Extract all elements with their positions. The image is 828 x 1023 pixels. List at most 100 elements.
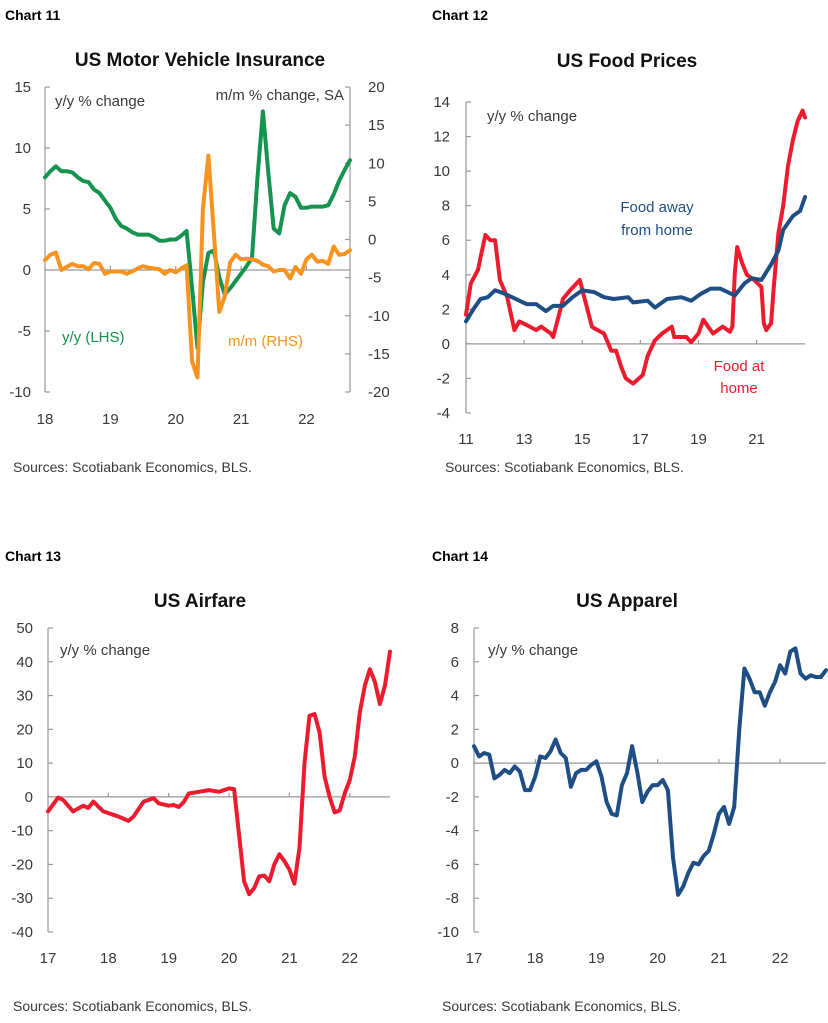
chart-label: Chart 11 [5, 7, 60, 23]
y-tick-label: 8 [442, 198, 450, 215]
y2-tick-label: 15 [368, 117, 385, 134]
x-tick-label: 19 [690, 431, 707, 448]
y-tick-label: -20 [11, 856, 33, 873]
y2-tick-label: 5 [368, 193, 376, 210]
x-tick-label: 18 [37, 411, 54, 428]
x-tick-label: 11 [458, 431, 474, 448]
chart-label: Chart 13 [5, 548, 61, 564]
x-tick-label: 22 [298, 411, 315, 428]
chart-12: Chart 12 US Food Prices Sources: Scotiaban… [432, 7, 807, 475]
y-tick-label: -30 [11, 890, 33, 907]
y-axis-note: y/y % change [487, 108, 577, 125]
x-tick-label: 18 [100, 950, 117, 967]
y2-tick-label: -10 [368, 308, 390, 325]
x-tick-label: 21 [281, 950, 298, 967]
chart-title: US Food Prices [557, 51, 697, 72]
x-tick-label: 20 [167, 411, 184, 428]
series-label: Food at [714, 358, 766, 375]
x-tick-label: 19 [588, 950, 605, 967]
chart-14: Chart 14 US Apparel Sources: Scotiabank Ec… [432, 548, 828, 1014]
y2-tick-label: -20 [368, 384, 390, 401]
series-label: home [720, 380, 758, 397]
y2-tick-label: 0 [368, 232, 376, 249]
series-line-0 [43, 109, 352, 351]
y-tick-label: 0 [25, 789, 33, 806]
y-tick-label: -8 [446, 890, 459, 907]
y-tick-label: 2 [442, 301, 450, 318]
y-tick-label: 20 [16, 721, 33, 738]
y2-tick-label: -15 [368, 346, 390, 363]
y-tick-label: 12 [433, 129, 450, 146]
series-label: y/y (LHS) [62, 329, 125, 346]
y2-tick-label: -5 [368, 270, 381, 287]
y-tick-label: -5 [18, 323, 31, 340]
y-tick-label: 0 [442, 336, 450, 353]
y-tick-label: 10 [14, 140, 31, 157]
x-tick-label: 13 [516, 431, 533, 448]
y-tick-label: 0 [451, 755, 459, 772]
chart-label: Chart 14 [432, 548, 488, 564]
x-tick-label: 17 [40, 950, 57, 967]
chart-title: US Airfare [154, 591, 246, 612]
x-tick-label: 17 [632, 431, 649, 448]
y-tick-label: 15 [14, 79, 31, 96]
x-tick-label: 18 [527, 950, 544, 967]
series-label: Food away [620, 199, 694, 216]
source-note: Sources: Scotiabank Economics, BLS. [13, 459, 252, 475]
chart-title: US Apparel [576, 591, 678, 612]
series-line-0 [464, 108, 807, 386]
y-tick-label: 30 [16, 688, 33, 705]
x-tick-label: 15 [574, 431, 591, 448]
y2-tick-label: 10 [368, 155, 385, 172]
y-tick-label: 5 [23, 201, 31, 218]
y2-axis-note: m/m % change, SA [216, 87, 344, 104]
y-tick-label: -4 [437, 405, 450, 422]
x-tick-label: 20 [221, 950, 238, 967]
chart-11: Chart 11 US Motor Vehicle Insurance Source… [5, 7, 390, 475]
y-tick-label: 50 [16, 620, 33, 637]
y-tick-label: -2 [446, 789, 459, 806]
series-line-0 [472, 646, 828, 897]
x-tick-label: 21 [711, 950, 728, 967]
x-tick-label: 19 [102, 411, 119, 428]
x-tick-label: 22 [772, 950, 789, 967]
series-label: m/m (RHS) [228, 333, 303, 350]
series-line-0 [46, 649, 392, 897]
source-note: Sources: Scotiabank Economics, BLS. [442, 998, 681, 1014]
y-axis-note: y/y % change [488, 642, 578, 659]
series-line-1 [464, 195, 807, 324]
y-tick-label: -2 [437, 370, 450, 387]
x-tick-label: 19 [160, 950, 177, 967]
y-tick-label: 40 [16, 654, 33, 671]
y2-tick-label: 20 [368, 79, 385, 96]
y-tick-label: -10 [11, 823, 33, 840]
y-axis-note: y/y % change [55, 93, 145, 110]
y-tick-label: 2 [451, 721, 459, 738]
y-tick-label: -10 [9, 384, 31, 401]
y-tick-label: 0 [23, 262, 31, 279]
x-tick-label: 21 [233, 411, 250, 428]
y-tick-label: 14 [433, 94, 450, 111]
x-tick-label: 20 [649, 950, 666, 967]
y-tick-label: 4 [451, 688, 459, 705]
y-tick-label: 10 [433, 163, 450, 180]
y-tick-label: -4 [446, 823, 459, 840]
y-tick-label: -6 [446, 856, 459, 873]
y-tick-label: 4 [442, 267, 450, 284]
y-tick-label: 8 [451, 620, 459, 637]
chart-title: US Motor Vehicle Insurance [75, 50, 325, 71]
source-note: Sources: Scotiabank Economics, BLS. [13, 998, 252, 1014]
x-tick-label: 17 [466, 950, 483, 967]
y-tick-label: 6 [451, 654, 459, 671]
source-note: Sources: Scotiabank Economics, BLS. [445, 459, 684, 475]
chart-label: Chart 12 [432, 7, 488, 23]
series-label: from home [621, 222, 693, 239]
y-tick-label: 10 [16, 755, 33, 772]
y-axis-note: y/y % change [60, 642, 150, 659]
x-tick-label: 21 [748, 431, 765, 448]
y-tick-label: 6 [442, 232, 450, 249]
series-line-1 [43, 153, 352, 380]
chart-13: Chart 13 US Airfare Sources: Scotiabank Ec… [5, 548, 392, 1014]
x-tick-label: 22 [341, 950, 358, 967]
